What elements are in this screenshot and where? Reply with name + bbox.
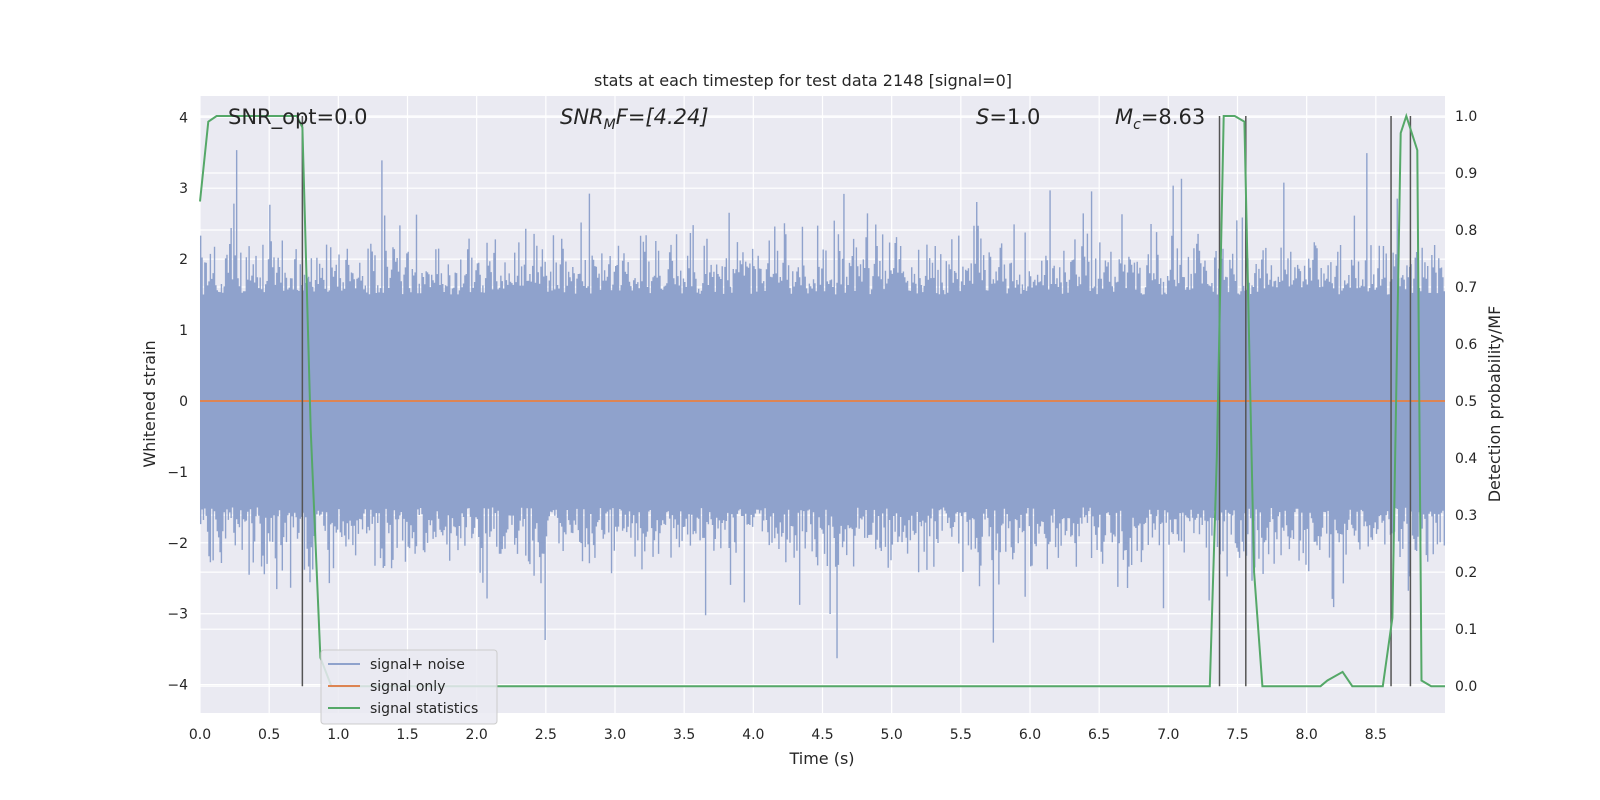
snr-mf-sub: M [604, 117, 616, 133]
y-tick-label: −1 [167, 465, 188, 481]
annotation-snr-mf: SNRMF=[4.24] [560, 105, 709, 133]
y2-tick-label: 0.5 [1455, 394, 1477, 410]
y2-tick-label: 0.0 [1455, 679, 1477, 695]
y-tick-label: 1 [179, 323, 188, 339]
tick-labels: 0.0 0.5 1.0 1.5 2.0 2.5 3.0 3.5 4.0 4.5 5.0 5.5 6.0 6… [167, 109, 1477, 743]
y2-tick-label: 0.8 [1455, 223, 1477, 239]
legend-label-signal-only: signal only [370, 679, 445, 695]
y2-tick-label: 0.2 [1455, 565, 1477, 581]
x-tick-label: 8.0 [1296, 727, 1318, 743]
x-tick-label: 1.5 [396, 727, 418, 743]
vertical-markers [301, 115, 1412, 687]
x-tick-label: 5.0 [881, 727, 903, 743]
y2-tick-label: 0.7 [1455, 280, 1477, 296]
x-tick-label: 4.0 [742, 727, 764, 743]
x-tick-label: 5.5 [950, 727, 972, 743]
mc-tail: =8.63 [1141, 105, 1205, 129]
x-tick-label: 7.5 [1226, 727, 1248, 743]
y2-tick-label: 1.0 [1455, 109, 1477, 125]
y2-tick-label: 0.9 [1455, 166, 1477, 182]
s-main: S [976, 105, 989, 129]
y-axis-label: Whitened strain [140, 340, 159, 467]
y-tick-label: 3 [179, 181, 188, 197]
mc-sub: c [1133, 117, 1141, 133]
x-tick-label: 4.5 [811, 727, 833, 743]
s-tail: =1.0 [989, 105, 1040, 129]
x-tick-label: 6.0 [1019, 727, 1041, 743]
x-tick-label: 0.0 [189, 727, 211, 743]
y2-tick-label: 0.6 [1455, 337, 1477, 353]
x-tick-label: 3.0 [604, 727, 626, 743]
x-tick-label: 0.5 [258, 727, 280, 743]
y-tick-label: 4 [179, 110, 188, 126]
y-tick-label: −3 [167, 607, 188, 623]
x-tick-label: 6.5 [1088, 727, 1110, 743]
y2-tick-label: 0.1 [1455, 622, 1477, 638]
mc-main: M [1115, 105, 1133, 129]
annotation-mc: Mc=8.63 [1115, 105, 1205, 133]
x-tick-label: 1.0 [327, 727, 349, 743]
x-tick-label: 2.0 [466, 727, 488, 743]
x-tick-label: 8.5 [1365, 727, 1387, 743]
y-tick-label: 2 [179, 252, 188, 268]
x-tick-label: 2.5 [535, 727, 557, 743]
signal-statistics-series [199, 112, 1445, 688]
annotation-snr-opt: SNR_opt=0.0 [228, 105, 368, 130]
y-tick-label: 0 [179, 394, 188, 410]
snr-mf-tail: F=[4.24] [616, 105, 709, 129]
chart-title: stats at each timestep for test data 214… [594, 71, 1012, 90]
legend-box [320, 649, 498, 725]
y-tick-label: −4 [167, 678, 188, 694]
x-tick-label: 3.5 [673, 727, 695, 743]
y2-axis-label: Detection probability/MF [1485, 306, 1504, 503]
legend-label-signal-statistics: signal statistics [370, 701, 478, 717]
legend: signal+ noise signal only signal statist… [320, 649, 498, 725]
snr-mf-main: SNR [560, 105, 604, 129]
x-tick-label: 7.0 [1157, 727, 1179, 743]
legend-label-signal-noise: signal+ noise [370, 657, 465, 673]
annotation-s: S=1.0 [976, 105, 1040, 129]
y-tick-label: −2 [167, 536, 188, 552]
y2-tick-label: 0.3 [1455, 508, 1477, 524]
x-axis-label: Time (s) [788, 749, 854, 768]
y2-tick-label: 0.4 [1455, 451, 1477, 467]
